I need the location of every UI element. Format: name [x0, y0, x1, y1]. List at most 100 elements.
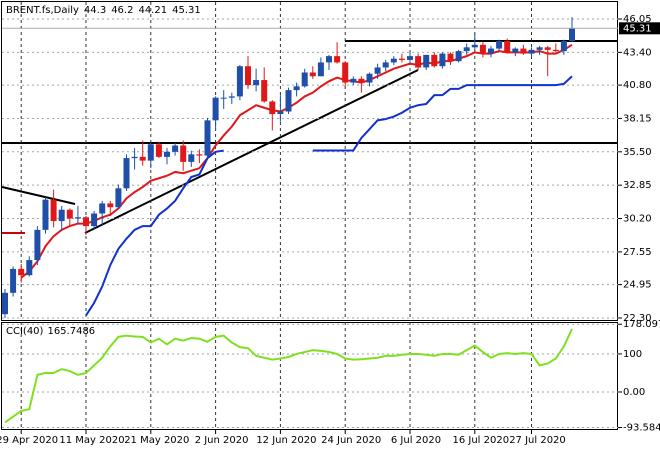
chart-header: BRENT.fs,Daily 44.3 46.2 44.21 45.31 — [6, 5, 201, 16]
price-label-box — [619, 22, 660, 35]
chart-title: BRENT.fs,Daily — [6, 5, 79, 16]
candle-body — [382, 62, 389, 68]
x-tick-label: 11 May 2020 — [59, 435, 124, 446]
candle-body — [560, 41, 567, 52]
candle-body — [180, 145, 187, 162]
cci-title: CCI(40) — [6, 326, 44, 337]
candle-body — [91, 213, 98, 227]
candle-body — [74, 217, 81, 219]
candle-body — [342, 62, 349, 83]
candle-body — [2, 292, 8, 315]
candle-body — [196, 154, 203, 156]
candle-body — [569, 28, 575, 42]
cci-value: 165.7486 — [47, 326, 95, 337]
candle-body — [50, 199, 57, 222]
candle-body — [520, 48, 527, 54]
y-tick-label: 27.55 — [623, 247, 652, 258]
x-tick-label: 21 May 2020 — [124, 435, 189, 446]
candle-body — [220, 97, 227, 99]
candle-body — [147, 144, 154, 161]
candle-body — [439, 53, 446, 67]
candle-body — [423, 54, 430, 68]
y-tick-label: 0.00 — [623, 387, 645, 398]
x-tick-label: 29 Apr 2020 — [0, 435, 58, 446]
candle-body — [488, 48, 494, 54]
ohlc-value: 45.31 — [172, 5, 201, 16]
candle-body — [317, 62, 324, 77]
cci-header: CCI(40) 165.7486 — [6, 326, 95, 337]
candle-body — [455, 51, 462, 62]
ohlc-value: 46.2 — [111, 5, 133, 16]
candle-body — [512, 48, 519, 53]
candle-body — [528, 49, 535, 54]
candle-body — [107, 203, 114, 208]
y-tick-label: 43.40 — [623, 47, 652, 58]
candle-body — [115, 188, 122, 208]
candle-body — [269, 101, 276, 115]
candle-body — [58, 209, 65, 222]
candle-body — [42, 199, 49, 230]
candle-body — [18, 268, 25, 276]
x-tick-label: 6 Jul 2020 — [391, 435, 441, 446]
candle-body — [326, 56, 332, 63]
candle-body — [277, 111, 284, 115]
candle-body — [398, 58, 405, 60]
candle-body — [236, 66, 243, 97]
candle-body — [139, 156, 146, 161]
candle-body — [123, 158, 130, 189]
candle-body — [26, 260, 33, 276]
candle-body — [261, 80, 268, 102]
candle-body — [350, 78, 357, 83]
candle-body — [552, 49, 559, 52]
candle-body — [131, 156, 138, 159]
candle-body — [245, 66, 251, 86]
candle-body — [463, 47, 470, 52]
price-label: 45.31 — [623, 23, 652, 34]
candle-body — [415, 56, 422, 68]
x-tick-label: 27 Jul 2020 — [509, 435, 566, 446]
y-tick-label: 46.05 — [623, 14, 652, 25]
y-tick-label: 22.30 — [623, 313, 652, 324]
candle-body — [390, 58, 397, 63]
y-tick-label: 38.15 — [623, 113, 652, 124]
candle-body — [496, 41, 503, 49]
candle-body — [293, 86, 300, 91]
candle-body — [431, 54, 438, 67]
y-tick-label: 100 — [623, 349, 642, 360]
candle-body — [66, 209, 73, 219]
candle-body — [334, 56, 341, 63]
trend-line — [1, 186, 76, 205]
x-tick-label: 2 Jun 2020 — [195, 435, 249, 446]
candle-body — [155, 144, 162, 157]
y-tick-label: -93.5845 — [623, 423, 660, 434]
candle-body — [447, 53, 454, 62]
candle-body — [544, 47, 551, 50]
candle-body — [309, 72, 316, 77]
trend-line — [84, 69, 419, 234]
candle-body — [83, 217, 89, 227]
candle-body — [407, 56, 413, 60]
y-tick-label: 24.95 — [623, 280, 652, 291]
candle-body — [285, 90, 292, 112]
candle-body — [504, 41, 511, 53]
candle-body — [10, 268, 17, 293]
y-tick-label: 30.20 — [623, 214, 652, 225]
candle-body — [471, 44, 478, 48]
x-tick-label: 12 Jun 2020 — [256, 435, 316, 446]
indicator-line — [85, 75, 573, 317]
candle-body — [366, 73, 373, 83]
x-tick-label: 24 Jun 2020 — [321, 435, 381, 446]
candle-body — [536, 47, 543, 50]
candle-body — [374, 67, 381, 74]
price-pane — [1, 1, 618, 321]
cci-line — [4, 328, 573, 424]
candle-body — [164, 151, 170, 157]
x-tick-label: 16 Jul 2020 — [452, 435, 509, 446]
candle-body — [172, 145, 179, 152]
candle-body — [479, 44, 486, 54]
y-tick-label: 40.80 — [623, 80, 652, 91]
candle-body — [188, 154, 195, 162]
candle-body — [204, 120, 211, 156]
